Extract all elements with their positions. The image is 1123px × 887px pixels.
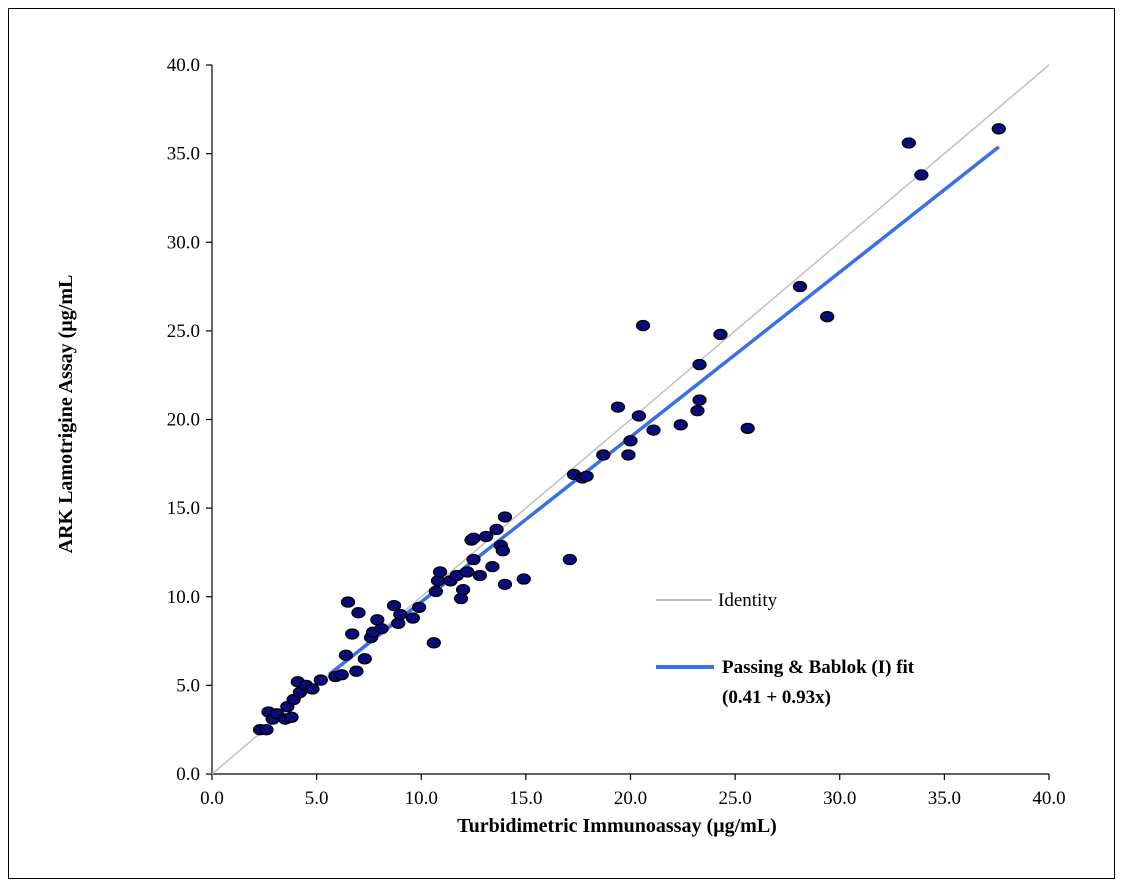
data-point xyxy=(991,123,1006,135)
data-point xyxy=(516,573,531,585)
legend-identity-label: Identity xyxy=(718,590,778,611)
data-point xyxy=(495,545,511,557)
data-point xyxy=(485,560,500,573)
x-tick-label: 0.0 xyxy=(200,788,224,809)
data-point xyxy=(386,599,402,612)
x-tick-label: 5.0 xyxy=(305,788,329,809)
data-point xyxy=(820,311,835,323)
data-point xyxy=(466,553,481,566)
x-tick-label: 20.0 xyxy=(614,788,647,809)
data-point xyxy=(497,511,513,523)
data-point xyxy=(478,530,494,543)
data-point xyxy=(405,612,421,624)
legend: Identity Passing & Bablok (I) fit (0.41 … xyxy=(656,590,915,708)
data-point xyxy=(579,470,594,482)
data-point xyxy=(631,410,647,422)
data-point xyxy=(349,665,364,677)
data-point xyxy=(610,401,626,413)
data-point xyxy=(646,424,661,436)
data-point xyxy=(621,449,636,461)
data-point xyxy=(690,404,705,417)
data-point xyxy=(901,137,916,149)
y-tick-label: 5.0 xyxy=(176,675,200,696)
data-point xyxy=(692,394,707,406)
data-point xyxy=(562,553,577,566)
data-point xyxy=(489,523,504,536)
chart-frame xyxy=(8,8,1115,879)
data-point xyxy=(374,623,389,635)
data-point xyxy=(340,596,356,608)
y-tick-label: 40.0 xyxy=(167,55,200,76)
data-point xyxy=(740,422,755,435)
x-tick-label: 10.0 xyxy=(405,788,438,809)
data-point xyxy=(673,419,688,431)
x-tick-label: 30.0 xyxy=(823,788,856,809)
data-point xyxy=(351,607,366,619)
data-point xyxy=(428,585,444,598)
x-axis-title: Turbidimetric Immunoassay (µg/mL) xyxy=(457,815,777,837)
data-point xyxy=(357,653,372,665)
data-point xyxy=(313,674,328,686)
y-tick-label: 35.0 xyxy=(167,144,200,165)
data-point xyxy=(338,649,354,661)
data-point xyxy=(914,169,929,181)
y-tick-label: 10.0 xyxy=(167,587,200,608)
data-point xyxy=(334,669,349,681)
data-point xyxy=(472,569,487,582)
data-point xyxy=(792,280,808,293)
y-tick-label: 15.0 xyxy=(167,498,200,519)
legend-fit-equation: (0.41 + 0.93x) xyxy=(722,687,831,708)
y-axis-title: ARK Lamotrigine Assay (µg/mL xyxy=(55,275,77,554)
data-point xyxy=(412,601,427,614)
data-point xyxy=(623,435,638,447)
x-tick-label: 25.0 xyxy=(719,788,752,809)
x-tick-label: 40.0 xyxy=(1032,788,1065,809)
data-point xyxy=(460,566,475,578)
data-point xyxy=(426,637,441,649)
y-tick-label: 25.0 xyxy=(167,321,200,342)
data-point xyxy=(713,328,728,341)
fit-line xyxy=(328,145,1000,676)
data-point xyxy=(432,566,448,578)
data-point xyxy=(596,449,611,461)
y-tick-label: 30.0 xyxy=(167,232,200,253)
y-tick-label: 20.0 xyxy=(167,410,200,431)
data-point xyxy=(466,532,481,544)
data-point xyxy=(692,358,707,371)
data-points xyxy=(252,123,1006,736)
data-point xyxy=(635,319,651,332)
data-point xyxy=(259,724,274,736)
x-tick-label: 15.0 xyxy=(509,788,542,809)
data-point xyxy=(305,683,320,695)
x-tick-label: 35.0 xyxy=(928,788,961,809)
y-tick-label: 0.0 xyxy=(176,764,200,785)
axes: 0.0 5.0 10.0 15.0 20.0 25.0 30.0 35.0 40.0 0.0 5.0… xyxy=(167,55,1066,809)
data-point xyxy=(284,711,299,723)
data-point xyxy=(497,578,513,590)
legend-fit-label: Passing & Bablok (I) fit xyxy=(722,657,915,678)
data-point xyxy=(393,608,408,621)
data-point xyxy=(455,584,471,596)
data-point xyxy=(345,628,360,640)
